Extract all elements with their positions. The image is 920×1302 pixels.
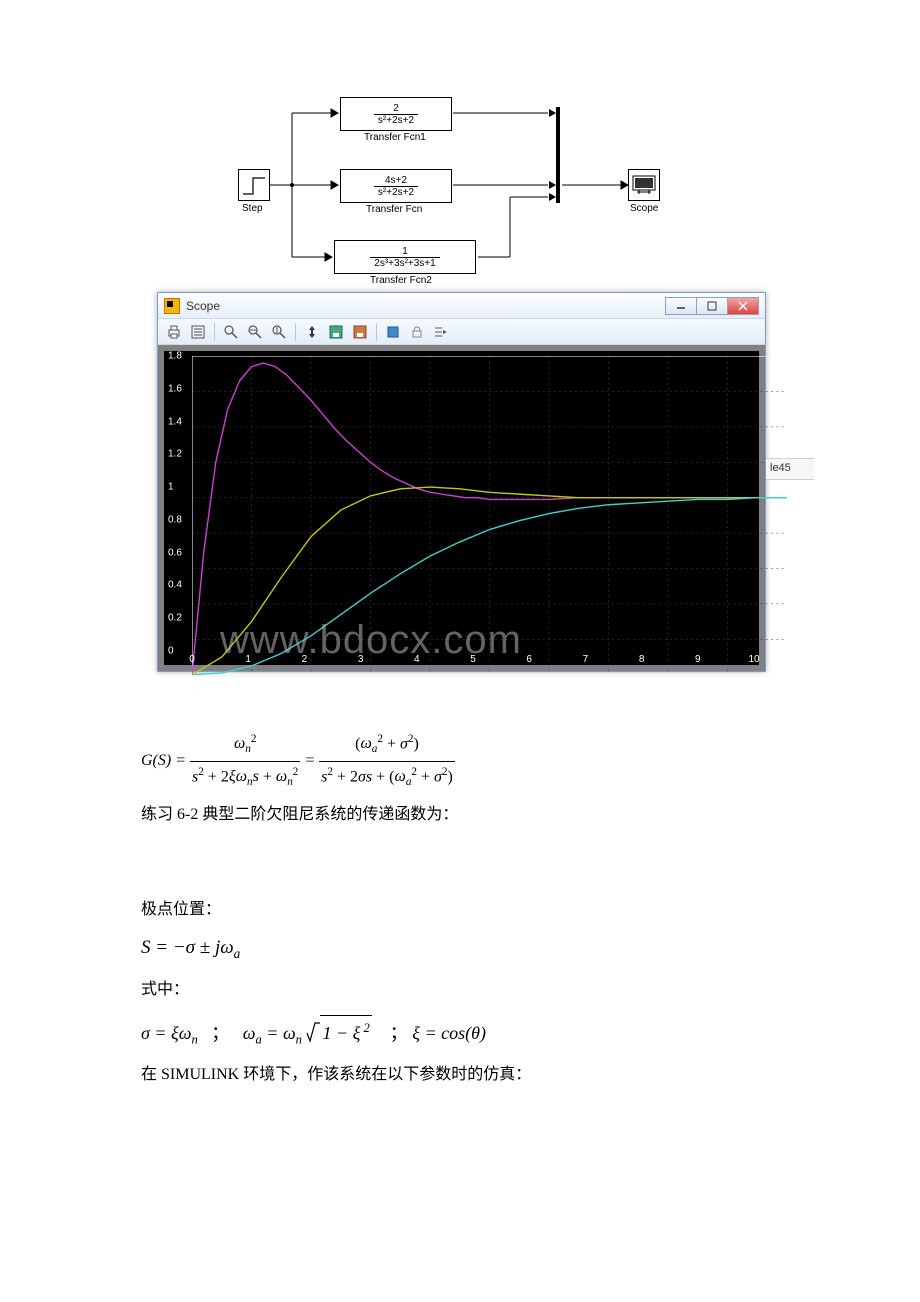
minimize-icon [676,301,686,311]
ytick-label: 0.4 [168,580,182,591]
mux-in-arrow-icon [549,193,556,201]
signal-sel-icon [433,324,449,340]
ytick-label: 0 [168,646,174,657]
text-line-1: 练习 6-2 典型二阶欠阻尼系统的传递函数为： [141,800,781,830]
zoom-y-button[interactable] [269,322,289,342]
eq2: S = −σ ± jωa [141,937,240,958]
ytick-label: 0.8 [168,514,182,525]
mux-block [556,107,560,203]
eq3-p2: ωa = ωn [243,1023,302,1043]
ytick-label: 1.8 [168,351,182,362]
equation-params: σ = ξωn ； ωa = ωn 1 − ξ 2 ； ξ = cos(θ) [141,1015,781,1053]
float-icon [385,324,401,340]
restore-axes-button[interactable] [350,322,370,342]
xtick-label: 0 [189,654,195,665]
tf1-num: 2 [374,103,418,115]
ytick-label: 1.6 [168,383,182,394]
text-line-4: 在 SIMULINK 环境下，作该系统在以下参数时的仿真： [141,1060,781,1090]
eq-f1-den: s2 + 2ξωns + ωn2 [190,762,300,794]
maximize-icon [707,301,717,311]
tf1-label: Transfer Fcn1 [364,132,426,143]
text-line-3: 式中： [141,975,781,1005]
mux-in-arrow-icon [549,181,556,189]
tf-label: Transfer Fcn [366,204,422,215]
scope-window: Scope [157,292,766,672]
tf-den: s²+2s+2 [374,187,418,198]
eq3-p1: σ = ξωn [141,1023,198,1043]
eq3-p3: ξ = cos(θ) [412,1023,486,1043]
scope-plot [192,356,787,675]
titlebar: Scope [158,293,765,319]
autoscale-button[interactable] [302,322,322,342]
float-button[interactable] [383,322,403,342]
print-button[interactable] [164,322,184,342]
scope-block [628,169,660,201]
equation-gs: G(S) = ωn2 s2 + 2ξωns + ωn2 = (ωa2 + σ2)… [141,729,781,794]
simulink-block-diagram: Step 2 s²+2s+2 Transfer Fcn1 4s+2 s²+2s+… [230,85,710,290]
zoom-x-icon [247,324,263,340]
autoscale-icon [304,324,320,340]
ytick-label: 1.4 [168,416,182,427]
signal-sel-button[interactable] [431,322,451,342]
tf1-den: s²+2s+2 [374,115,418,126]
tf2-label: Transfer Fcn2 [370,275,432,286]
print-icon [166,324,182,340]
xtick-label: 1 [245,654,251,665]
step-icon [239,170,269,200]
scope-label: Scope [630,203,658,214]
mux-in-arrow-icon [549,109,556,117]
xtick-label: 10 [748,654,759,665]
ode-fragment: le45 [766,458,814,480]
tf2-den: 2s³+3s²+3s+1 [370,258,439,269]
close-icon [738,301,748,311]
step-label: Step [242,203,263,214]
step-block [238,169,270,201]
plot-area: 0 0.2 0.4 0.6 0.8 1 1.2 1.4 1.6 1.8 0 1 2 3 4 5 6 7 8 9 10 [164,351,759,665]
xtick-label: 3 [358,654,364,665]
save-icon [328,324,344,340]
xtick-label: 6 [526,654,532,665]
scope-body: 0 0.2 0.4 0.6 0.8 1 1.2 1.4 1.6 1.8 0 1 2 3 4 5 6 7 8 9 10 [158,345,765,671]
xtick-label: 5 [470,654,476,665]
eq3-sqrt: 1 − ξ 2 [320,1015,371,1050]
lock-icon [409,324,425,340]
sqrt-icon [306,1021,320,1043]
close-button[interactable] [727,297,759,315]
scope-icon [629,170,659,200]
ytick-label: 1.2 [168,449,182,460]
params-icon [190,324,206,340]
transfer-fcn-block: 4s+2 s²+2s+2 [340,169,452,203]
eq-f2-den: s2 + 2σs + (ωa2 + σ2) [319,762,455,794]
ytick-label: 1 [168,482,174,493]
params-button[interactable] [188,322,208,342]
xtick-label: 8 [639,654,645,665]
zoom-y-icon [271,324,287,340]
restore-icon [352,324,368,340]
scope-app-icon [164,298,180,314]
xtick-label: 9 [695,654,701,665]
minimize-button[interactable] [665,297,697,315]
ytick-label: 0.6 [168,547,182,558]
equation-poles: S = −σ ± jωa [141,930,781,966]
save-axes-button[interactable] [326,322,346,342]
xtick-label: 4 [414,654,420,665]
xtick-label: 2 [302,654,308,665]
tf-num: 4s+2 [374,175,418,187]
maximize-button[interactable] [696,297,728,315]
xtick-label: 7 [583,654,589,665]
transfer-fcn2-block: 1 2s³+3s²+3s+1 [334,240,476,274]
ytick-label: 0.2 [168,613,182,624]
scope-toolbar [158,319,765,345]
eq-lhs: G(S) = [141,752,186,769]
lock-button[interactable] [407,322,427,342]
tf2-num: 1 [370,246,439,258]
zoom-x-button[interactable] [245,322,265,342]
transfer-fcn1-block: 2 s²+2s+2 [340,97,452,131]
eq-f2-num: (ωa2 + σ2) [319,729,455,762]
text-line-2: 极点位置： [141,895,781,925]
eq-f1-num: ωn2 [190,729,300,762]
zoom-button[interactable] [221,322,241,342]
zoom-icon [223,324,239,340]
window-title: Scope [186,299,220,313]
